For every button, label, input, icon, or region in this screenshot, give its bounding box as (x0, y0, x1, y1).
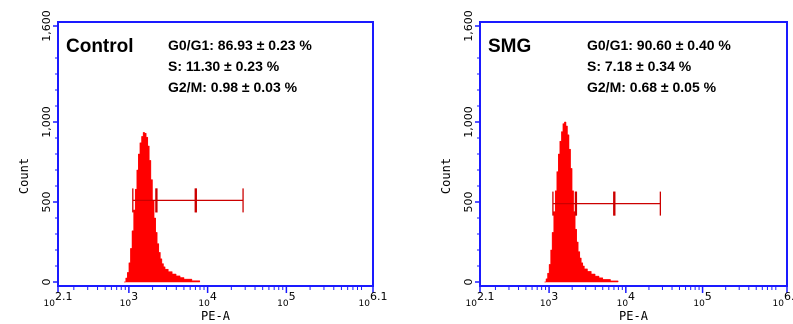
x-tick-label: 106.1 (359, 290, 388, 309)
x-tick-label: 105 (277, 290, 295, 309)
stat-line: G0/G1: 90.60 ± 0.40 % (587, 37, 731, 53)
x-tick-base: 10 (198, 299, 210, 309)
x-tick-base: 10 (359, 299, 371, 309)
gate-s (574, 191, 616, 216)
x-tick-exponent: 2.1 (477, 290, 495, 303)
x-tick-exponent: 6.1 (784, 290, 793, 303)
stat-line: S: 7.18 ± 0.34 % (587, 58, 692, 74)
x-tick-base: 10 (693, 299, 705, 309)
stat-line: G0/G1: 86.93 ± 0.23 % (168, 37, 312, 53)
y-axis-title: Count (17, 158, 31, 194)
x-axis-title: PE-A (619, 309, 649, 323)
y-tick-label: 1,600 (40, 10, 53, 42)
chart-panel-0: 05001,0001,600102.1103104105106.1PE-ACou… (17, 10, 387, 323)
x-tick-label: 102.1 (466, 290, 495, 309)
x-tick-label: 103 (120, 290, 138, 309)
stat-line: G2/M: 0.98 ± 0.03 % (168, 79, 298, 95)
x-tick-base: 10 (44, 299, 56, 309)
gate-g2-m (194, 188, 244, 213)
x-tick-exponent: 5 (705, 290, 712, 303)
chart-panel-1: 05001,0001,600102.1103104105106.1PE-ACou… (439, 10, 793, 323)
y-tick-label: 0 (462, 279, 475, 286)
x-tick-label: 104 (617, 290, 635, 309)
y-tick-label: 1,000 (462, 106, 475, 138)
x-tick-base: 10 (120, 299, 132, 309)
x-tick-exponent: 5 (289, 290, 296, 303)
x-tick-label: 105 (693, 290, 711, 309)
x-tick-exponent: 2.1 (55, 290, 73, 303)
y-tick-label: 1,600 (462, 10, 475, 42)
histogram-area (124, 132, 201, 283)
x-tick-base: 10 (277, 299, 289, 309)
x-tick-exponent: 4 (628, 290, 635, 303)
stat-line: G2/M: 0.68 ± 0.05 % (587, 79, 717, 95)
x-tick-label: 106.1 (773, 290, 793, 309)
gate-s (155, 188, 197, 213)
y-axis-title: Count (439, 158, 453, 194)
y-tick-label: 500 (40, 192, 53, 213)
histogram-area (544, 121, 619, 283)
x-tick-exponent: 6.1 (370, 290, 388, 303)
x-tick-base: 10 (617, 299, 629, 309)
x-tick-label: 103 (540, 290, 558, 309)
x-tick-exponent: 3 (551, 290, 558, 303)
y-tick-label: 500 (462, 192, 475, 213)
x-tick-base: 10 (540, 299, 552, 309)
stat-line: S: 11.30 ± 0.23 % (168, 58, 280, 74)
x-tick-base: 10 (773, 299, 785, 309)
gate-g2-m (613, 191, 662, 216)
x-tick-exponent: 4 (210, 290, 217, 303)
panel-label: SMG (488, 36, 531, 57)
x-axis-title: PE-A (201, 309, 231, 323)
x-tick-label: 102.1 (44, 290, 73, 309)
x-tick-label: 104 (198, 290, 216, 309)
x-tick-base: 10 (466, 299, 478, 309)
panel-label: Control (66, 36, 134, 57)
y-tick-label: 1,000 (40, 106, 53, 138)
x-tick-exponent: 3 (131, 290, 138, 303)
y-tick-label: 0 (40, 279, 53, 286)
